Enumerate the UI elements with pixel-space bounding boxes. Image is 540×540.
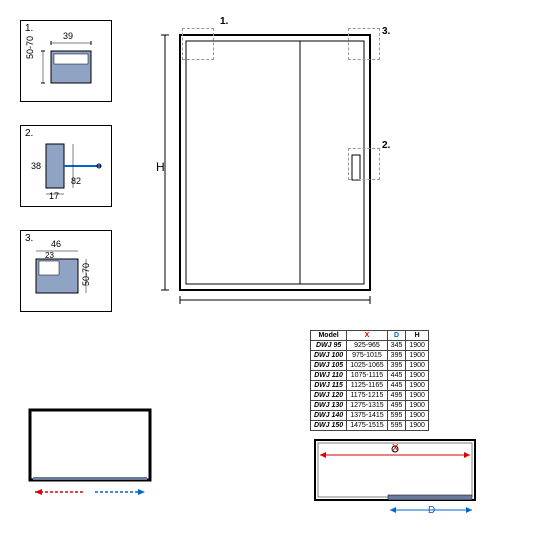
detail-3-box: 3. 46 23 50-70 xyxy=(20,230,112,312)
callout-3-box xyxy=(348,28,380,60)
detail-2-label: 2. xyxy=(25,128,33,139)
detail-1-box: 1. 39 50-70 xyxy=(20,20,112,102)
table-cell-h: 1900 xyxy=(406,361,429,371)
table-cell-d: 345 xyxy=(387,341,406,351)
table-row: DWJ 1051025-10653951900 xyxy=(311,361,429,371)
table-cell-x: 1125-1165 xyxy=(347,381,387,391)
main-elevation-view: H 1. 3. 2. xyxy=(150,20,390,310)
table-row: DWJ 1501475-15155951900 xyxy=(311,421,429,431)
specification-table: Model X D H DWJ 95925-9653451900DWJ 1009… xyxy=(310,330,429,431)
table-cell-model: DWJ 110 xyxy=(311,371,347,381)
table-cell-model: DWJ 100 xyxy=(311,351,347,361)
col-model: Model xyxy=(311,331,347,341)
callout-2-box xyxy=(348,148,380,180)
table-cell-x: 1275-1315 xyxy=(347,401,387,411)
detail-2-b: 17 xyxy=(49,191,59,201)
table-cell-d: 595 xyxy=(387,421,406,431)
table-cell-model: DWJ 105 xyxy=(311,361,347,371)
table-cell-h: 1900 xyxy=(406,391,429,401)
table-cell-model: DWJ 130 xyxy=(311,401,347,411)
table-cell-x: 1175-1215 xyxy=(347,391,387,401)
detail-1-height: 50-70 xyxy=(25,36,35,59)
height-label: H xyxy=(156,160,165,174)
callout-2-label: 2. xyxy=(382,140,390,151)
table-cell-h: 1900 xyxy=(406,371,429,381)
detail-3-drawing xyxy=(21,231,111,311)
detail-3-width: 46 xyxy=(51,239,61,249)
detail-1-label: 1. xyxy=(25,23,33,34)
table-row: DWJ 1301275-13154951900 xyxy=(311,401,429,411)
detail-2-box: 2. 38 17 82 xyxy=(20,125,112,207)
detail-3-label: 3. xyxy=(25,233,33,244)
table-cell-h: 1900 xyxy=(406,351,429,361)
table-header-row: Model X D H xyxy=(311,331,429,341)
table-cell-model: DWJ 95 xyxy=(311,341,347,351)
table-row: DWJ 1201175-12154951900 xyxy=(311,391,429,401)
table-cell-model: DWJ 120 xyxy=(311,391,347,401)
table-cell-x: 1025-1065 xyxy=(347,361,387,371)
table-row: DWJ 1101075-11154451900 xyxy=(311,371,429,381)
table-cell-h: 1900 xyxy=(406,421,429,431)
table-cell-d: 495 xyxy=(387,391,406,401)
table-cell-d: 395 xyxy=(387,351,406,361)
col-x: X xyxy=(347,331,387,341)
table-cell-x: 1075-1115 xyxy=(347,371,387,381)
table-cell-d: 445 xyxy=(387,371,406,381)
table-cell-x: 925-965 xyxy=(347,341,387,351)
plan-drawing-left xyxy=(20,400,160,500)
technical-drawing-page: 1. 39 50-70 2. 38 17 82 3. xyxy=(10,10,530,530)
table-cell-h: 1900 xyxy=(406,381,429,391)
table-cell-d: 395 xyxy=(387,361,406,371)
plan-view-bottom-right: X D xyxy=(310,435,480,520)
table-cell-d: 595 xyxy=(387,411,406,421)
detail-3-inner: 23 xyxy=(45,251,54,260)
plan-x-label: X xyxy=(392,443,399,454)
table-row: DWJ 1151125-11654451900 xyxy=(311,381,429,391)
table-cell-model: DWJ 150 xyxy=(311,421,347,431)
detail-1-width: 39 xyxy=(63,31,73,41)
table-cell-h: 1900 xyxy=(406,401,429,411)
table-cell-x: 1375-1415 xyxy=(347,411,387,421)
detail-3-height: 50-70 xyxy=(81,263,91,286)
table-row: DWJ 95925-9653451900 xyxy=(311,341,429,351)
detail-2-a: 38 xyxy=(31,161,41,171)
table-row: DWJ 1401375-14155951900 xyxy=(311,411,429,421)
table-cell-d: 495 xyxy=(387,401,406,411)
col-d: D xyxy=(387,331,406,341)
callout-3-label: 3. xyxy=(382,26,390,37)
col-h: H xyxy=(406,331,429,341)
table-cell-model: DWJ 115 xyxy=(311,381,347,391)
callout-1-box xyxy=(182,28,214,60)
table-cell-h: 1900 xyxy=(406,411,429,421)
table-cell-h: 1900 xyxy=(406,341,429,351)
table-cell-model: DWJ 140 xyxy=(311,411,347,421)
table-row: DWJ 100975-10153951900 xyxy=(311,351,429,361)
table-cell-x: 975-1015 xyxy=(347,351,387,361)
table-cell-d: 445 xyxy=(387,381,406,391)
plan-d-label: D xyxy=(428,505,435,516)
detail-2-c: 82 xyxy=(71,176,81,186)
plan-view-bottom-left xyxy=(20,400,160,500)
table-cell-x: 1475-1515 xyxy=(347,421,387,431)
callout-1-label: 1. xyxy=(220,16,228,27)
